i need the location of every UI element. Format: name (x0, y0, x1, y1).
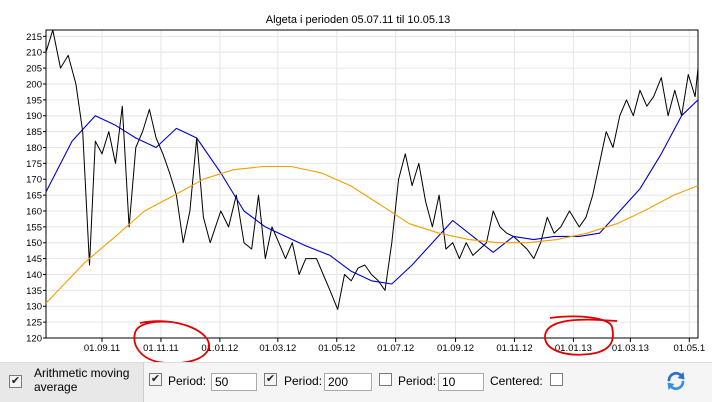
ama-label: Arithmetic moving average (34, 366, 129, 394)
y-tick-label: 145 (26, 254, 42, 265)
annotations (133, 315, 618, 362)
y-tick-label: 215 (26, 32, 42, 43)
x-axis-ticks: 01.09.11 01.11.11 01.01.12 01.03.12 01.05.12… (84, 338, 705, 354)
chart-area: Algeta i perioden 05.07.11 til 10.05.13 … (26, 14, 706, 362)
x-tick-label: 01.03.13 (612, 343, 649, 354)
y-tick-label: 120 (26, 334, 42, 345)
period2-checkbox[interactable]: ✔ (264, 373, 277, 386)
red-circle-annotation (544, 315, 618, 356)
y-tick-label: 170 (26, 175, 42, 186)
period2-input[interactable] (324, 373, 372, 391)
plot-border (45, 29, 699, 339)
centered-label: Centered: (490, 374, 543, 388)
y-tick-label: 175 (26, 159, 42, 170)
y-tick-label: 190 (26, 111, 42, 122)
y-axis-ticks: 120 125 130 135 140 145 150 155 160 165 170 175 180 1… (26, 32, 46, 345)
x-tick-label: 01.05.12 (318, 343, 355, 354)
grid (46, 30, 698, 339)
period1-input[interactable] (211, 373, 257, 391)
y-tick-label: 160 (26, 206, 42, 217)
y-tick-label: 155 (26, 222, 42, 233)
ama-label-line1: Arithmetic moving (34, 366, 130, 380)
y-tick-label: 130 (26, 302, 42, 313)
centered-checkbox[interactable] (550, 373, 563, 386)
period3-checkbox[interactable] (379, 373, 392, 386)
y-tick-label: 180 (26, 143, 42, 154)
period1-checkbox[interactable]: ✔ (149, 373, 162, 386)
y-tick-label: 200 (26, 79, 42, 90)
refresh-button[interactable] (664, 369, 688, 393)
price-line (45, 29, 699, 310)
ama-group: ✔ Arithmetic moving average (0, 363, 144, 402)
period3-label: Period: (398, 374, 437, 388)
y-tick-label: 205 (26, 64, 42, 75)
chart-title: Algeta i perioden 05.07.11 til 10.05.13 (266, 14, 451, 26)
x-tick-label: 01.05.1 (673, 343, 705, 354)
y-tick-label: 135 (26, 286, 42, 297)
x-tick-label: 01.01.12 (201, 343, 238, 354)
x-tick-label: 01.01.13 (555, 343, 592, 354)
moving-average-200-line (45, 165, 699, 304)
y-tick-label: 185 (26, 127, 42, 138)
series (45, 29, 699, 310)
stock-chart: Algeta i perioden 05.07.11 til 10.05.13 … (26, 14, 705, 362)
refresh-icon (667, 371, 685, 391)
period1-label: Period: (168, 374, 207, 388)
ama-checkbox[interactable]: ✔ (9, 375, 22, 388)
y-tick-label: 210 (26, 48, 42, 59)
chart-controls: ✔ Arithmetic moving average ✔ Period: ✔ … (0, 362, 712, 402)
red-circle-annotation (133, 320, 210, 362)
x-tick-label: 01.09.12 (437, 343, 474, 354)
moving-average-50-line (45, 99, 699, 285)
x-tick-label: 01.11.12 (496, 343, 532, 354)
y-tick-label: 125 (26, 318, 42, 329)
x-tick-label: 01.11.11 (143, 343, 179, 354)
period3-input[interactable] (438, 373, 484, 391)
y-tick-label: 165 (26, 191, 42, 202)
period2-label: Period: (284, 374, 323, 388)
y-tick-label: 140 (26, 270, 42, 281)
y-tick-label: 195 (26, 95, 42, 106)
y-tick-label: 150 (26, 238, 42, 249)
x-tick-label: 01.09.11 (84, 343, 120, 354)
ama-label-line2: average (34, 380, 78, 394)
x-tick-label: 01.07.12 (377, 343, 414, 354)
x-tick-label: 01.03.12 (259, 343, 296, 354)
